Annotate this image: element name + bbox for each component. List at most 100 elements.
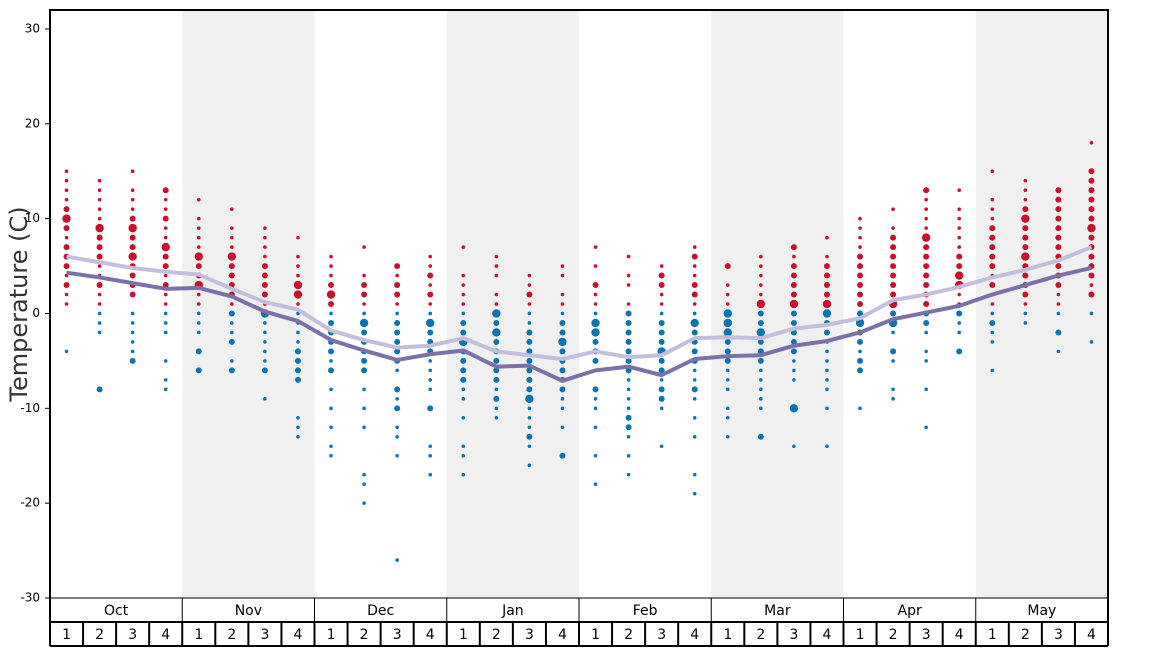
temperature-dot [395,434,399,439]
temperature-dot [163,207,168,211]
temperature-dot [493,376,500,383]
temperature-dot [1056,349,1061,354]
temperature-dot [63,263,70,270]
temperature-dot [989,319,996,326]
temperature-dot [1056,292,1061,297]
temperature-dot [825,444,829,449]
temperature-dot [924,425,928,430]
temperature-dot [1089,283,1094,287]
temperature-dot [460,329,467,336]
temperature-dot [956,348,963,355]
temperature-dot [130,321,135,325]
temperature-dot [891,207,895,211]
temperature-dot [759,264,763,268]
temperature-dot [394,338,401,345]
temperature-dot [461,444,466,449]
temperature-dot [924,387,928,392]
temperature-dot [560,406,565,411]
temperature-dot [957,235,962,240]
temperature-dot [130,197,135,202]
temperature-dot [658,395,665,402]
temperature-dot [724,338,731,345]
temperature-dot [825,387,829,392]
temperature-dot [1055,225,1062,232]
temperature-dot [130,330,135,335]
temperature-dot [428,444,433,449]
temperature-dot [460,319,467,326]
temperature-dot [326,290,336,299]
temperature-dot [129,234,136,241]
temperature-dot [494,387,499,392]
temperature-dot [759,378,763,382]
temperature-dot [328,319,335,326]
temperature-dot [692,491,697,496]
temperature-dot [1055,244,1062,251]
temperature-dot [692,472,697,477]
temperature-dot [493,319,500,326]
temperature-dot [527,425,532,430]
temperature-dot [658,282,665,289]
temperature-dot [890,263,897,270]
temperature-dot [626,378,631,382]
y-tick-label: 0 [32,306,40,320]
temperature-dot [592,338,599,345]
temperature-dot [526,357,533,364]
week-label: 1 [62,627,71,643]
temperature-dot [891,226,895,230]
temperature-dot [625,329,632,336]
temperature-dot [725,416,730,420]
temperature-dot [296,416,300,420]
temperature-dot [294,357,301,364]
week-label: 1 [856,627,865,643]
temperature-dot [163,235,168,240]
temperature-dot [559,386,566,393]
week-label: 3 [1054,627,1063,643]
temperature-dot [1056,311,1061,316]
temperature-dot [263,340,267,344]
temperature-dot [825,368,829,373]
temperature-dot [296,434,300,439]
temperature-dot [924,349,928,354]
week-label: 2 [1021,627,1030,643]
temperature-dot [64,197,69,202]
temperature-dot [426,318,435,328]
temperature-dot [527,283,532,287]
temperature-dot [692,302,697,306]
temperature-dot [96,253,103,260]
temperature-dot [97,264,102,268]
temperature-dot [789,404,799,413]
temperature-dot [428,311,433,316]
temperature-dot [692,245,697,249]
temperature-dot [427,405,434,412]
temperature-dot [923,263,930,270]
temperature-dot [128,252,137,261]
temperature-dot [1089,340,1094,344]
temperature-dot [161,242,170,252]
temperature-dot [989,225,996,232]
temperature-dot [626,387,631,392]
temperature-dot [64,178,69,183]
temperature-dot [593,264,598,268]
temperature-dot [890,282,897,289]
temperature-dot [1023,302,1028,306]
temperature-dot [263,245,267,249]
temperature-dot [428,254,433,259]
month-label: Dec [367,603,394,619]
week-label: 3 [128,627,137,643]
temperature-dot [527,311,532,316]
temperature-dot [163,311,168,316]
temperature-dot [989,234,996,241]
temperature-dot [692,416,697,420]
week-label: 4 [558,627,567,643]
temperature-dot [1056,302,1061,306]
temperature-dot [359,318,369,328]
temperature-dot [957,207,962,211]
temperature-dot [493,338,500,345]
temperature-dot [227,252,237,261]
temperature-dot [591,328,600,337]
temperature-dot [63,225,70,232]
temperature-dot [492,328,501,337]
temperature-dot [759,292,763,297]
temperature-dot [924,330,928,335]
temperature-dot [923,187,930,194]
